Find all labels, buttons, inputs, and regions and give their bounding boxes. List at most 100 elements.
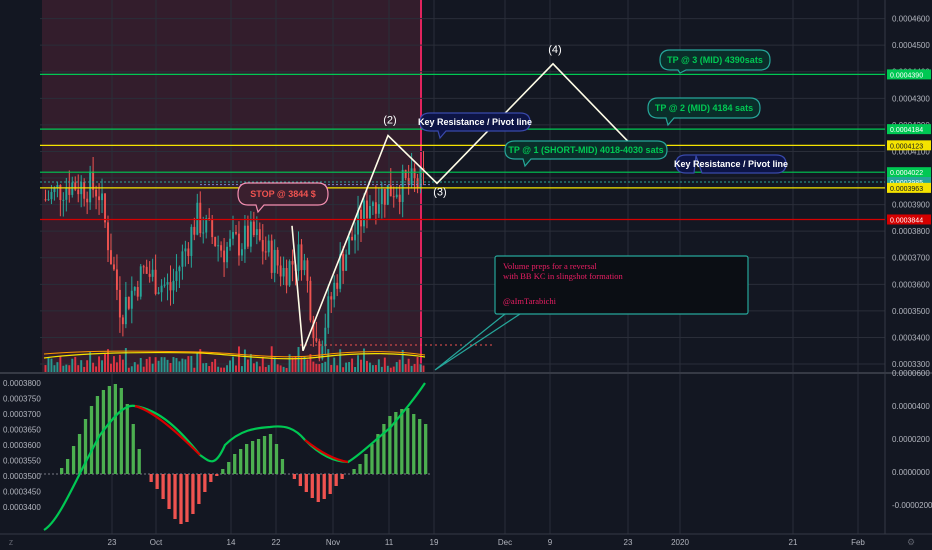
volume-bar	[401, 350, 404, 372]
volume-bar	[92, 362, 95, 372]
volume-bar	[240, 366, 243, 372]
volume-bar	[255, 361, 258, 372]
volume-bar	[237, 346, 240, 372]
volume-bar	[342, 367, 345, 372]
volume-bar	[395, 362, 398, 372]
price-tick-label: 0.0003300	[892, 360, 930, 369]
tp1-callout-bubble[interactable]	[504, 140, 668, 168]
tp2-callout-text: TP @ 2 (MID) 4184 sats	[655, 103, 753, 113]
candle	[214, 237, 217, 246]
candle	[112, 264, 115, 270]
tp3-callout-bubble[interactable]	[659, 49, 771, 74]
time-tick-label: 19	[430, 538, 439, 547]
candle	[74, 182, 77, 190]
key1-callout-bubble[interactable]	[419, 112, 531, 140]
wave-path	[291, 62, 631, 352]
candle	[172, 280, 175, 291]
time-tick-label: 2020	[671, 538, 689, 547]
volume-bar	[419, 364, 422, 372]
candle	[345, 254, 348, 271]
volume-bar	[407, 358, 410, 372]
candle	[261, 239, 264, 252]
osc-histogram-bar	[376, 434, 380, 474]
volume-bar	[333, 357, 336, 372]
volume-bar	[315, 363, 318, 372]
stop-callout-bubble[interactable]	[237, 182, 329, 214]
candle	[196, 202, 199, 235]
tp2-callout-bubble[interactable]	[647, 97, 761, 127]
settings-icon[interactable]: ⚙	[906, 537, 916, 547]
price-label: 0.0003963	[890, 186, 923, 193]
osc-histogram-bar	[322, 474, 326, 499]
candle	[139, 266, 142, 297]
osc-histogram-bar	[185, 474, 189, 522]
osc-histogram-bar	[274, 444, 279, 474]
volume-bar	[104, 353, 106, 372]
candle	[68, 187, 71, 195]
osc-histogram-bar	[113, 384, 117, 474]
price-tick-label: 0.0003400	[892, 333, 930, 342]
candle	[151, 269, 154, 277]
tp1-callout-text: TP @ 1 (SHORT-MID) 4018-4030 sats	[508, 145, 663, 155]
osc-histogram-bar	[233, 454, 237, 474]
osc-histogram-bar	[310, 474, 314, 498]
volume-bar	[282, 366, 285, 372]
osc-histogram-bar	[155, 474, 159, 489]
candle	[264, 251, 267, 253]
candle	[62, 199, 65, 201]
candle	[252, 221, 255, 236]
price-label-bg	[887, 140, 931, 151]
candle	[392, 196, 395, 198]
time-tick-label: Nov	[326, 538, 340, 547]
volume-bar	[83, 366, 86, 372]
volume-bar	[154, 357, 157, 372]
price-tick-label: 0.0003900	[892, 201, 930, 210]
volume-bar	[118, 354, 121, 372]
osc-histogram-bar	[131, 424, 135, 474]
osc-histogram-bar	[418, 419, 422, 474]
volume-bar	[205, 362, 208, 372]
volume-bar	[65, 364, 68, 372]
oscillator-pane	[40, 374, 885, 534]
volume-bar	[324, 361, 327, 372]
candle	[145, 266, 148, 274]
candle	[321, 346, 324, 359]
osc-histogram-bar	[256, 439, 261, 474]
volume-bar	[380, 366, 383, 372]
timezone-icon[interactable]: z	[8, 537, 14, 547]
osc-histogram-bar	[406, 408, 410, 474]
volume-bar	[229, 360, 232, 372]
key2-callout-bubble[interactable]	[675, 154, 787, 174]
momentum-line	[43, 382, 426, 531]
candle	[288, 261, 291, 286]
osc-histogram-bar	[137, 449, 141, 474]
candle	[255, 229, 258, 236]
candle	[181, 251, 184, 267]
volume-bar	[389, 367, 392, 372]
candle	[92, 171, 95, 190]
candle	[380, 189, 383, 205]
volume-bar	[404, 364, 407, 372]
osc-histogram-bar	[107, 386, 112, 474]
candle	[306, 260, 309, 281]
candle	[363, 200, 365, 227]
volume-bar	[386, 365, 389, 372]
volume-bar	[187, 356, 190, 372]
candle	[65, 187, 68, 200]
candle	[312, 320, 315, 339]
candle	[389, 185, 392, 197]
candle	[95, 189, 98, 197]
candle	[240, 249, 243, 256]
volume-bar	[139, 357, 142, 372]
candle	[199, 202, 202, 234]
candle	[303, 260, 306, 271]
candle	[297, 244, 300, 271]
osc-histogram-bar	[89, 406, 94, 474]
volume-bar	[336, 365, 339, 372]
time-tick-label: 23	[624, 538, 633, 547]
volume-bar	[273, 357, 276, 372]
candle	[50, 192, 53, 200]
price-label-bg	[887, 69, 931, 80]
volume-bar	[136, 364, 139, 372]
